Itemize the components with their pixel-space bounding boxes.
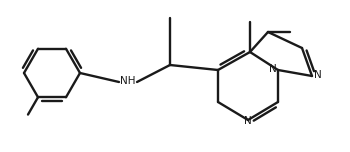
Text: N: N	[244, 116, 252, 126]
Text: NH: NH	[120, 76, 136, 86]
Text: N: N	[314, 70, 322, 80]
Text: N: N	[269, 64, 277, 74]
